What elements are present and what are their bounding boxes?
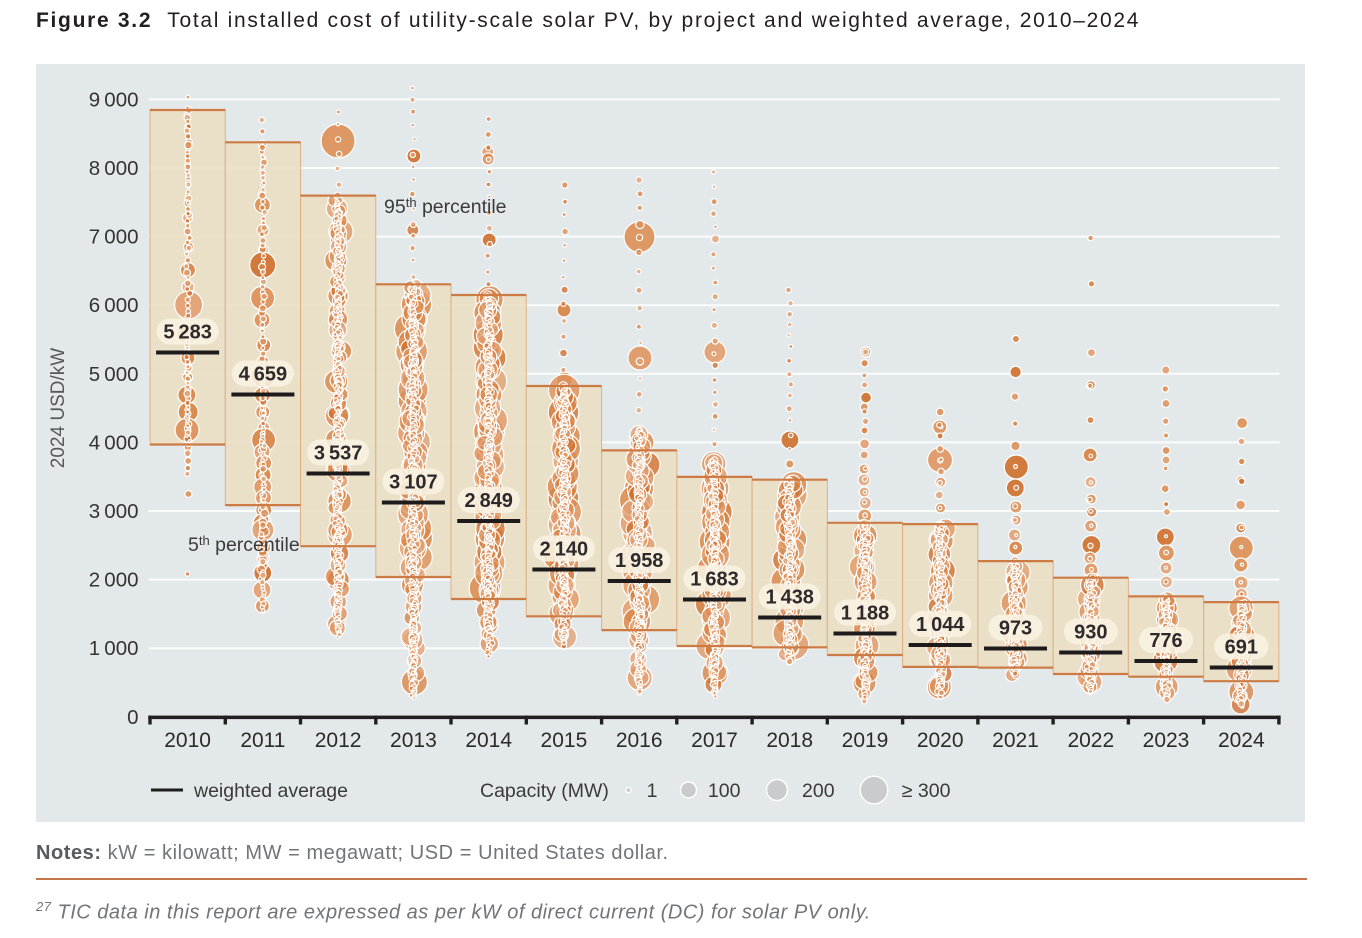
svg-text:2013: 2013 bbox=[390, 729, 437, 752]
svg-text:weighted average: weighted average bbox=[193, 780, 348, 802]
svg-text:3 537: 3 537 bbox=[314, 443, 363, 465]
svg-text:973: 973 bbox=[999, 618, 1032, 640]
svg-text:2011: 2011 bbox=[240, 729, 285, 752]
svg-text:4 659: 4 659 bbox=[239, 364, 288, 386]
svg-text:1 044: 1 044 bbox=[916, 614, 965, 636]
svg-text:1 188: 1 188 bbox=[841, 603, 890, 625]
svg-text:2018: 2018 bbox=[766, 729, 813, 752]
svg-text:9 000: 9 000 bbox=[89, 88, 139, 111]
svg-text:5 000: 5 000 bbox=[89, 363, 139, 386]
svg-text:3 000: 3 000 bbox=[89, 500, 139, 523]
svg-text:1 958: 1 958 bbox=[615, 550, 664, 572]
svg-text:1 438: 1 438 bbox=[765, 587, 814, 609]
svg-text:2012: 2012 bbox=[315, 729, 362, 752]
svg-text:2 140: 2 140 bbox=[540, 539, 589, 561]
svg-text:0: 0 bbox=[127, 706, 138, 729]
svg-text:7 000: 7 000 bbox=[89, 226, 139, 249]
svg-text:2021: 2021 bbox=[992, 729, 1039, 752]
svg-text:95th percentile: 95th percentile bbox=[384, 195, 507, 218]
svg-text:2023: 2023 bbox=[1143, 729, 1190, 752]
svg-text:2024 USD/kW: 2024 USD/kW bbox=[48, 348, 69, 468]
svg-text:2 849: 2 849 bbox=[464, 490, 513, 512]
svg-text:4 000: 4 000 bbox=[89, 431, 139, 454]
svg-text:≥ 300: ≥ 300 bbox=[902, 780, 951, 802]
svg-text:2024: 2024 bbox=[1218, 729, 1265, 752]
svg-text:776: 776 bbox=[1149, 630, 1182, 652]
svg-text:3 107: 3 107 bbox=[389, 472, 438, 494]
svg-text:200: 200 bbox=[802, 780, 835, 802]
svg-text:2016: 2016 bbox=[616, 729, 663, 752]
svg-text:2017: 2017 bbox=[691, 729, 738, 752]
svg-text:691: 691 bbox=[1225, 637, 1258, 659]
svg-text:1: 1 bbox=[647, 780, 658, 802]
svg-text:8 000: 8 000 bbox=[89, 157, 139, 180]
svg-text:100: 100 bbox=[708, 780, 741, 802]
svg-text:2010: 2010 bbox=[164, 729, 211, 752]
svg-text:2020: 2020 bbox=[917, 729, 964, 752]
svg-text:5 283: 5 283 bbox=[163, 322, 212, 344]
svg-text:Capacity (MW): Capacity (MW) bbox=[480, 780, 609, 802]
svg-text:2 000: 2 000 bbox=[89, 569, 139, 592]
svg-text:1 683: 1 683 bbox=[690, 569, 739, 591]
svg-text:2019: 2019 bbox=[842, 729, 889, 752]
svg-text:2015: 2015 bbox=[541, 729, 588, 752]
svg-text:930: 930 bbox=[1074, 622, 1107, 644]
svg-text:2022: 2022 bbox=[1067, 729, 1114, 752]
svg-text:1 000: 1 000 bbox=[89, 637, 139, 660]
svg-text:6 000: 6 000 bbox=[89, 294, 139, 317]
svg-text:2014: 2014 bbox=[465, 729, 512, 752]
